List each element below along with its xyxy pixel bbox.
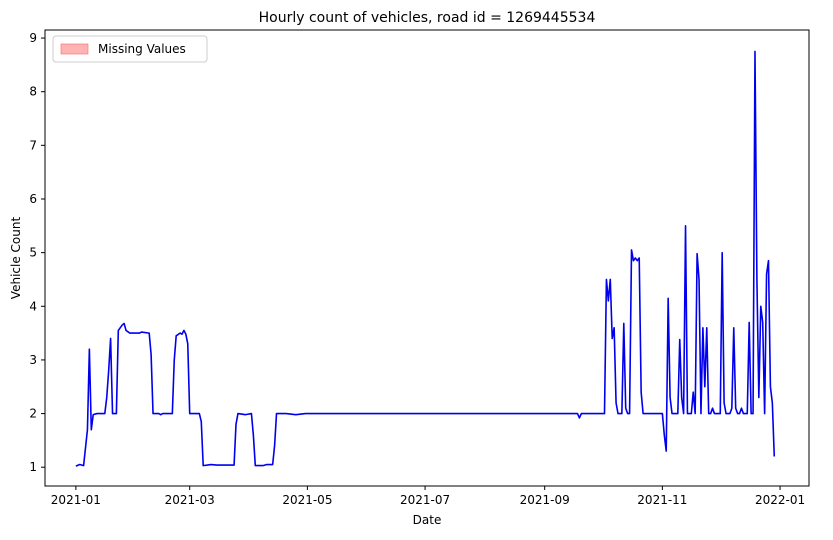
series-line [75,50,776,467]
y-tick-label: 4 [29,299,37,313]
plot-area: 2021-01 2021-03 2021-05 2021-07 2021-09 2021-… [29,29,810,507]
y-axis: 1 2 3 4 5 6 7 8 9 [29,31,45,474]
y-tick-label: 7 [29,138,37,152]
plot-frame [44,29,810,487]
x-tick-label: 2021-11 [637,493,687,507]
x-tick-label: 2022-01 [755,493,805,507]
legend-swatch [60,43,89,55]
series-layer [75,50,776,467]
y-tick-label: 3 [29,353,37,367]
x-tick-label: 2021-05 [282,493,332,507]
y-tick-label: 6 [29,192,37,206]
y-tick-label: 2 [29,407,37,421]
y-tick-label: 5 [29,246,37,260]
y-axis-title: Vehicle Count [9,217,23,300]
x-tick-label: 2021-09 [520,493,570,507]
y-tick-label: 8 [29,85,37,99]
y-tick-label: 1 [29,460,37,474]
x-axis-title: Date [413,513,442,527]
x-tick-label: 2021-01 [51,493,101,507]
y-tick-label: 9 [29,31,37,45]
legend-label: Missing Values [98,42,186,56]
x-axis: 2021-01 2021-03 2021-05 2021-07 2021-09 2021-… [51,486,805,507]
chart-title: Hourly count of vehicles, road id = 1269… [259,10,596,26]
legend-frame [52,35,208,63]
legend: Missing Values [52,35,208,63]
x-tick-label: 2021-03 [165,493,215,507]
x-tick-label: 2021-07 [400,493,450,507]
